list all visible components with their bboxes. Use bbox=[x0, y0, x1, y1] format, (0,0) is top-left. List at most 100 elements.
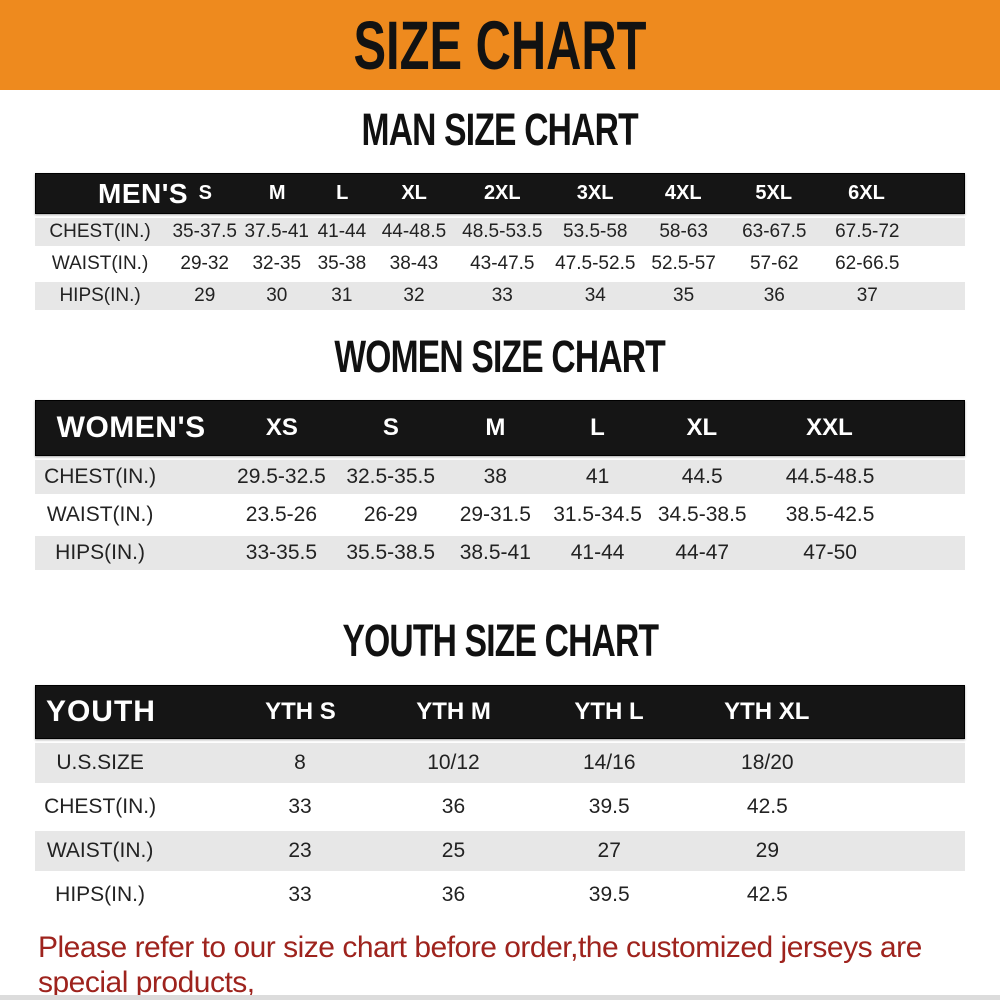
column-header: L bbox=[590, 414, 605, 441]
size-value-cell: 27 bbox=[597, 839, 621, 862]
size-value-cell: 52.5-57 bbox=[651, 253, 716, 274]
size-value-cell: 63-67.5 bbox=[742, 221, 807, 242]
row-label: WAIST(IN.) bbox=[46, 839, 154, 862]
size-value-cell: 38.5-41 bbox=[459, 541, 531, 564]
column-header: XL bbox=[686, 414, 718, 441]
disclaimer-line-1: Please refer to our size chart before or… bbox=[38, 931, 922, 1000]
women-size-table: WOMEN'S XS S M L XL XXL CHEST(IN.) 29.5-32.5 32.5… bbox=[35, 400, 965, 570]
size-value-cell: 47.5-52.5 bbox=[555, 253, 636, 274]
size-value-cell: 35-37.5 bbox=[172, 221, 237, 242]
size-value-cell: 36 bbox=[441, 795, 466, 818]
size-value-cell: 39.5 bbox=[588, 795, 630, 818]
youth-section-heading: YOUTH SIZE CHART bbox=[0, 615, 1000, 666]
table-row: U.S.SIZE 8 10/12 14/16 18/20 bbox=[35, 743, 965, 783]
column-header: M bbox=[268, 182, 286, 204]
size-value-cell: 47-50 bbox=[803, 541, 857, 564]
size-value-cell: 29-32 bbox=[180, 253, 230, 274]
column-header: XS bbox=[265, 414, 298, 441]
size-value-cell: 32.5-35.5 bbox=[346, 465, 436, 488]
column-header: S bbox=[198, 182, 213, 204]
row-label: CHEST(IN.) bbox=[49, 221, 151, 242]
column-header: M bbox=[485, 414, 506, 441]
banner-title: SIZE CHART bbox=[353, 6, 647, 84]
table-corner-label: MEN'S bbox=[98, 177, 189, 209]
table-row: HIPS(IN.) 33-35.5 35.5-38.5 38.5-41 41-44 44-… bbox=[35, 536, 965, 570]
row-label: WAIST(IN.) bbox=[51, 253, 149, 274]
size-value-cell: 37.5-41 bbox=[244, 221, 309, 242]
men-size-table: MEN'S S M L XL 2XL 3XL 4XL 5XL 6XL CHEST(IN.) 35-37… bbox=[35, 173, 965, 310]
size-value-cell: 35 bbox=[673, 285, 695, 306]
size-value-cell: 36 bbox=[441, 883, 466, 906]
size-value-cell: 29-31.5 bbox=[459, 503, 531, 526]
size-value-cell: 33 bbox=[288, 883, 312, 906]
size-value-cell: 35-38 bbox=[317, 253, 367, 274]
size-value-cell: 41-44 bbox=[570, 541, 625, 564]
column-header: 6XL bbox=[848, 182, 885, 204]
size-value-cell: 31.5-34.5 bbox=[553, 503, 642, 526]
size-value-cell: 32-35 bbox=[252, 253, 302, 274]
size-value-cell: 41 bbox=[585, 465, 610, 488]
table-header-bar: YOUTH YTH S YTH M YTH L YTH XL bbox=[35, 685, 965, 739]
size-value-cell: 36 bbox=[763, 285, 785, 306]
size-value-cell: 42.5 bbox=[746, 795, 788, 818]
column-header: XXL bbox=[806, 414, 853, 441]
column-header: 2XL bbox=[483, 182, 521, 204]
row-label: WAIST(IN.) bbox=[46, 503, 154, 526]
row-label: HIPS(IN.) bbox=[55, 883, 146, 906]
size-value-cell: 23 bbox=[288, 839, 312, 862]
column-header: YTH XL bbox=[724, 698, 810, 725]
size-value-cell: 41-44 bbox=[317, 221, 367, 242]
size-value-cell: 23.5-26 bbox=[245, 503, 318, 526]
size-value-cell: 38.5-42.5 bbox=[785, 503, 875, 526]
size-value-cell: 34 bbox=[584, 285, 606, 306]
table-corner-label: WOMEN'S bbox=[56, 411, 206, 444]
size-value-cell: 57-62 bbox=[749, 253, 799, 274]
size-value-cell: 42.5 bbox=[746, 883, 788, 906]
row-label: CHEST(IN.) bbox=[44, 795, 157, 818]
column-header: YTH L bbox=[574, 698, 644, 725]
size-value-cell: 25 bbox=[441, 839, 466, 862]
table-row: CHEST(IN.) 29.5-32.5 32.5-35.5 38 41 44.5 44.5… bbox=[35, 460, 965, 494]
size-value-cell: 10/12 bbox=[427, 751, 480, 774]
size-value-cell: 67.5-72 bbox=[835, 221, 900, 242]
size-value-cell: 58-63 bbox=[659, 221, 708, 242]
size-value-cell: 31 bbox=[331, 285, 353, 306]
column-header: S bbox=[382, 414, 399, 441]
size-value-cell: 33 bbox=[491, 285, 513, 306]
size-chart-banner: SIZE CHART bbox=[0, 0, 1000, 90]
table-header-bar: MEN'S S M L XL 2XL 3XL 4XL 5XL 6XL bbox=[35, 173, 965, 214]
women-heading-text: WOMEN SIZE CHART bbox=[334, 331, 666, 382]
size-value-cell: 26-29 bbox=[363, 503, 418, 526]
column-header: YTH S bbox=[265, 698, 336, 725]
size-value-cell: 34.5-38.5 bbox=[657, 503, 747, 526]
youth-size-table: YOUTH YTH S YTH M YTH L YTH XL U.S.SIZE 8 10/12… bbox=[35, 685, 965, 915]
column-header: 4XL bbox=[664, 182, 702, 204]
table-row: WAIST(IN.) 23.5-26 26-29 29-31.5 31.5-34.5 34… bbox=[35, 498, 965, 532]
row-label: HIPS(IN.) bbox=[55, 541, 146, 564]
size-value-cell: 53.5-58 bbox=[563, 221, 628, 242]
women-section-heading: WOMEN SIZE CHART bbox=[0, 331, 1000, 382]
row-label: HIPS(IN.) bbox=[59, 285, 141, 306]
table-row: HIPS(IN.) 29 30 31 32 33 34 35 36 37 bbox=[35, 282, 965, 310]
size-value-cell: 48.5-53.5 bbox=[462, 221, 543, 242]
size-value-cell: 32 bbox=[403, 285, 425, 306]
size-value-cell: 44.5 bbox=[681, 465, 723, 488]
size-value-cell: 30 bbox=[266, 285, 288, 306]
size-value-cell: 18/20 bbox=[741, 751, 794, 774]
order-disclaimer: Please refer to our size chart before or… bbox=[38, 930, 980, 1000]
size-value-cell: 29.5-32.5 bbox=[237, 465, 326, 488]
row-label: U.S.SIZE bbox=[56, 751, 144, 774]
youth-heading-text: YOUTH SIZE CHART bbox=[342, 615, 659, 666]
row-label: CHEST(IN.) bbox=[44, 465, 157, 488]
size-value-cell: 37 bbox=[856, 285, 878, 306]
column-header: XL bbox=[401, 182, 427, 204]
bottom-edge-strip bbox=[0, 995, 1000, 1000]
size-value-cell: 38-43 bbox=[389, 253, 439, 274]
size-value-cell: 44.5-48.5 bbox=[785, 465, 875, 488]
size-value-cell: 33-35.5 bbox=[245, 541, 318, 564]
column-header: L bbox=[336, 182, 349, 204]
size-value-cell: 29 bbox=[194, 285, 216, 306]
table-row: CHEST(IN.) 33 36 39.5 42.5 bbox=[35, 787, 965, 827]
size-value-cell: 43-47.5 bbox=[470, 253, 535, 274]
table-row: WAIST(IN.) 29-32 32-35 35-38 38-43 43-47.5 47.… bbox=[35, 250, 965, 278]
